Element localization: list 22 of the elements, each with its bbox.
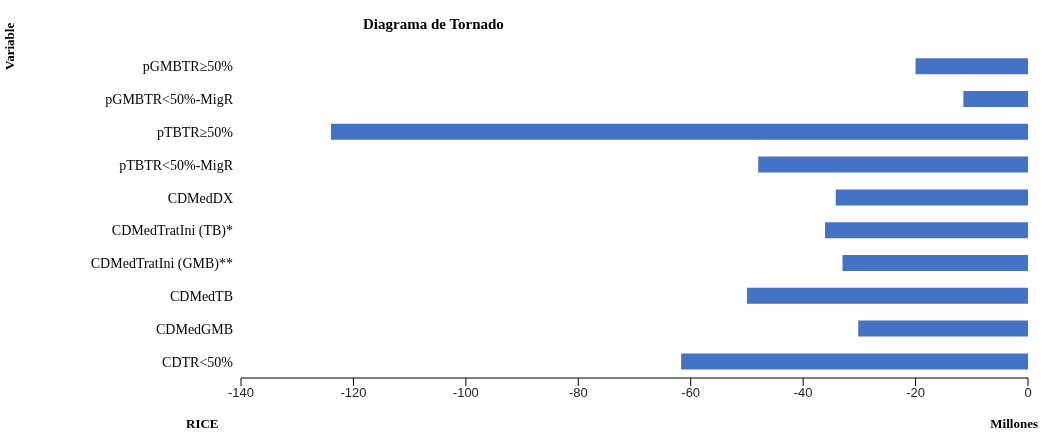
y-tick-label: CDMedDX xyxy=(167,190,233,206)
x-tick-label: -60 xyxy=(681,385,701,401)
chart-title: Diagrama de Tornado xyxy=(363,16,504,33)
x-tick-label: -120 xyxy=(340,385,367,401)
y-tick-label: pGMBTR≥50% xyxy=(142,59,234,75)
y-tick-label: CDTR<50% xyxy=(162,354,234,370)
y-tick-label: CDMedTratIni (GMB)** xyxy=(90,256,233,273)
y-tick-label: pGMBTR<50%-MigR xyxy=(105,92,234,108)
y-tick-label: pTBTR≥50% xyxy=(156,124,234,140)
y-tick-label: CDMedTB xyxy=(170,288,233,304)
x-tick-label: -100 xyxy=(452,385,479,401)
y-tick-label: pTBTR<50%-MigR xyxy=(119,157,234,173)
text: Variable xyxy=(2,22,18,70)
x-tick-label: 0 xyxy=(1024,385,1032,401)
x-tick-label: -20 xyxy=(906,385,925,401)
x-tick-label: -140 xyxy=(227,385,255,401)
x-tick-label: -80 xyxy=(568,385,588,401)
x-axis-title: Millones xyxy=(990,416,1038,432)
text: RICE xyxy=(186,416,219,432)
y-tick-label: CDMedGMB xyxy=(155,321,233,337)
x-tick-label: -40 xyxy=(793,385,813,401)
y-tick-label: CDMedTratIni (TB)* xyxy=(111,223,233,240)
